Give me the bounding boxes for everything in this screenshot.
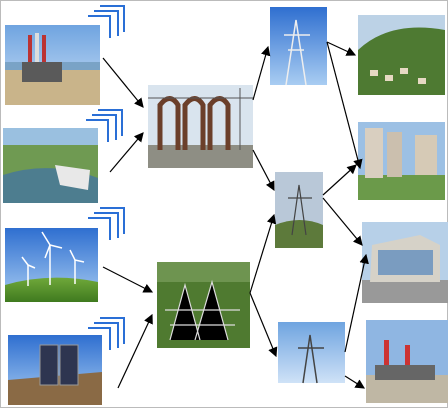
distribution-substation-photo xyxy=(157,262,250,348)
hydro-dam-photo xyxy=(3,128,98,203)
diagram xyxy=(0,0,448,408)
substation-photo xyxy=(148,85,253,168)
transmission-tower-photo xyxy=(270,7,327,85)
transmission-line-photo xyxy=(275,172,323,248)
distribution-pole-photo xyxy=(278,322,345,383)
power-plant-photo xyxy=(366,320,448,403)
solar-panel-photo xyxy=(8,335,102,405)
village-photo xyxy=(358,15,445,95)
thermal-plant-photo xyxy=(5,25,100,105)
apartments-photo xyxy=(358,122,445,200)
wind-farm-photo xyxy=(5,228,98,302)
office-building-photo xyxy=(362,222,448,303)
